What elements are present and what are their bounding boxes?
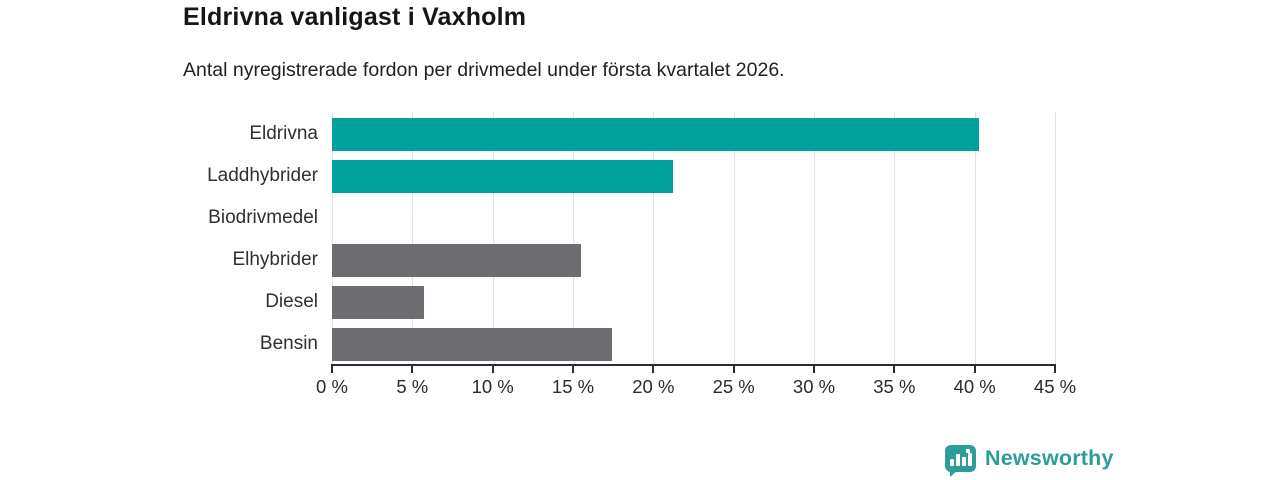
bar-row-biodrivmedel xyxy=(332,197,1055,239)
category-label-biodrivmedel: Biodrivmedel xyxy=(208,207,318,228)
x-tick-label-15: 15 % xyxy=(551,376,595,397)
x-tick-10 xyxy=(491,366,494,373)
category-label-laddhybrider: Laddhybrider xyxy=(207,165,318,186)
gridline-5 xyxy=(412,112,414,365)
bar-row-laddhybrider xyxy=(332,155,1055,197)
bar-bensin xyxy=(332,327,612,361)
newsworthy-logo-icon xyxy=(945,445,976,477)
x-axis-line xyxy=(331,364,1056,366)
x-tick-20 xyxy=(652,366,655,373)
x-tick-35 xyxy=(893,366,896,373)
x-tick-15 xyxy=(572,366,574,373)
x-tick-30 xyxy=(813,366,815,373)
gridline-30 xyxy=(814,112,815,365)
bar-diesel xyxy=(332,285,424,319)
newsworthy-logo: Newsworthy xyxy=(945,445,1114,477)
category-label-elhybrider: Elhybrider xyxy=(232,249,318,270)
bars xyxy=(332,113,1055,365)
gridline-40 xyxy=(974,112,976,365)
chart-subtitle: Antal nyregistrerade fordon per drivmede… xyxy=(183,59,785,81)
gridline-25 xyxy=(733,112,735,365)
gridline-35 xyxy=(894,112,896,365)
bar-eldrivna xyxy=(332,117,980,151)
x-tick-label-45: 45 % xyxy=(1033,376,1077,397)
bar-row-bensin xyxy=(332,323,1055,365)
gridline-20 xyxy=(653,112,655,365)
x-tick-label-5: 5 % xyxy=(396,376,429,397)
gridline-45 xyxy=(1055,112,1056,365)
gridline-15 xyxy=(573,112,574,365)
x-tick-label-0: 0 % xyxy=(316,376,348,397)
newsworthy-logo-text: Newsworthy xyxy=(985,446,1114,470)
bar-row-elhybrider xyxy=(332,239,1055,281)
x-axis: 0 % 5 % 10 % 15 % 20 % 25 % 30 % 35 % 40 % 45 % xyxy=(316,364,1076,404)
x-tick-25 xyxy=(732,366,735,373)
category-axis-labels: Eldrivna Laddhybrider Biodrivmedel Elhybrid… xyxy=(120,113,318,365)
x-tick-label-25: 25 % xyxy=(712,376,755,397)
bar-row-diesel xyxy=(332,281,1055,323)
category-label-eldrivna: Eldrivna xyxy=(249,123,318,144)
category-label-bensin: Bensin xyxy=(259,333,318,354)
x-tick-label-30: 30 % xyxy=(792,376,836,397)
logo-bar-chart-glyph xyxy=(945,453,976,466)
x-tick-0 xyxy=(331,366,333,373)
logo-exclamation-dot xyxy=(966,449,970,453)
x-tick-label-35: 35 % xyxy=(873,376,916,397)
bar-row-eldrivna xyxy=(332,113,1055,155)
x-tick-label-10: 10 % xyxy=(471,376,514,397)
logo-speech-pointer xyxy=(950,470,958,477)
gridline-0 xyxy=(332,112,333,365)
x-tick-label-40: 40 % xyxy=(953,376,996,397)
x-tick-5 xyxy=(411,366,414,373)
bar-laddhybrider xyxy=(332,159,673,193)
chart-title: Eldrivna vanligast i Vaxholm xyxy=(183,3,527,31)
category-label-diesel: Diesel xyxy=(265,291,318,312)
gridline-10 xyxy=(492,112,494,365)
x-tick-45 xyxy=(1054,366,1056,373)
x-tick-40 xyxy=(973,366,976,373)
plot-area xyxy=(332,112,1056,365)
x-tick-label-20: 20 % xyxy=(632,376,675,397)
bar-elhybrider xyxy=(332,243,582,277)
